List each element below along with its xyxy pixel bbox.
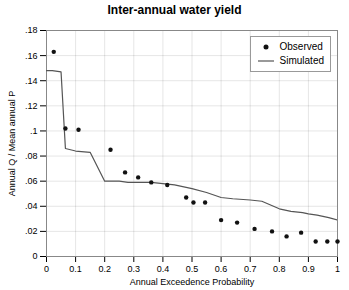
svg-text:0.6: 0.6: [215, 264, 228, 274]
svg-text:.16: .16: [25, 50, 38, 60]
svg-text:0: 0: [44, 264, 49, 274]
svg-text:0.2: 0.2: [98, 264, 111, 274]
svg-text:0: 0: [32, 251, 37, 261]
svg-text:.02: .02: [25, 226, 38, 236]
svg-text:0.5: 0.5: [186, 264, 199, 274]
svg-text:Annual Exceedence Probability: Annual Exceedence Probability: [130, 277, 255, 287]
svg-text:1: 1: [335, 264, 340, 274]
svg-text:0.3: 0.3: [128, 264, 141, 274]
svg-text:0.7: 0.7: [244, 264, 257, 274]
svg-text:0.1: 0.1: [69, 264, 82, 274]
svg-text:0.4: 0.4: [157, 264, 170, 274]
svg-text:.14: .14: [25, 76, 38, 86]
svg-text:.18: .18: [25, 25, 38, 35]
svg-text:.08: .08: [25, 151, 38, 161]
svg-text:0.8: 0.8: [273, 264, 286, 274]
html-text:Inter-annual water yield: Inter-annual water yield: [107, 3, 242, 17]
svg-text:.12: .12: [25, 101, 38, 111]
svg-text:.1: .1: [30, 126, 38, 136]
html-text:Observed: Observed: [279, 41, 323, 52]
svg-text:0.9: 0.9: [302, 264, 315, 274]
svg-text:.04: .04: [25, 201, 38, 211]
svg-text:.06: .06: [25, 176, 38, 186]
html-text:Simulated: Simulated: [279, 55, 324, 66]
svg-text:Annual Q / Mean annual P: Annual Q / Mean annual P: [7, 91, 17, 197]
